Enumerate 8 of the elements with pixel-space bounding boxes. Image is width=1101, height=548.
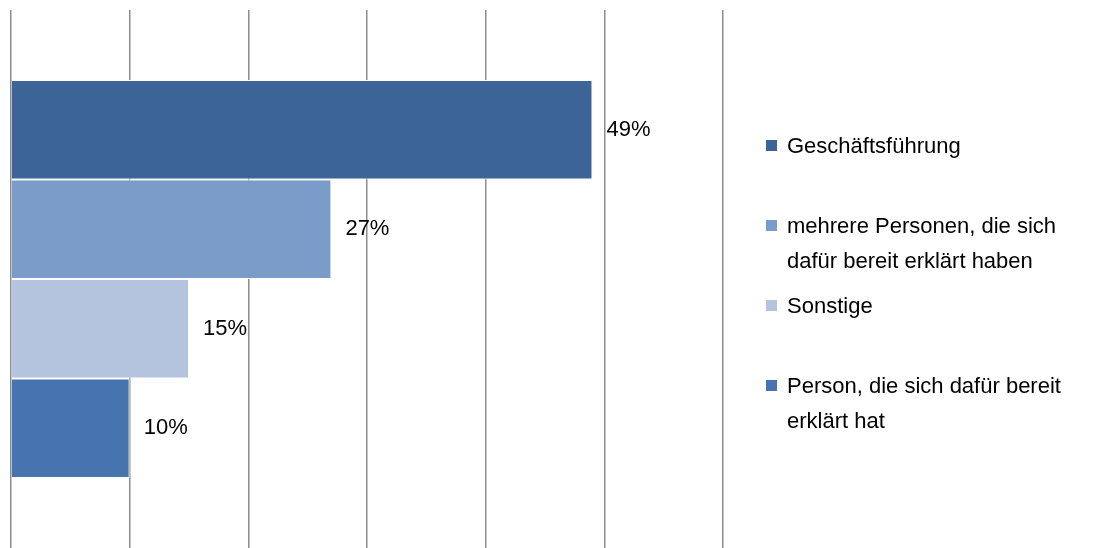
data-label: 27% xyxy=(345,215,390,241)
data-label: 15% xyxy=(203,314,248,340)
legend-label: Sonstige xyxy=(787,292,874,320)
legend-label: Geschäftsführung xyxy=(787,132,962,160)
data-label: 49% xyxy=(606,115,651,141)
legend-label: mehrere Personen, die sich dafür bereit erklärt haben xyxy=(787,212,1058,275)
data-label: 10% xyxy=(143,414,188,440)
legend-label: Person, die sich dafür bereit erklärt hat xyxy=(787,372,1062,435)
